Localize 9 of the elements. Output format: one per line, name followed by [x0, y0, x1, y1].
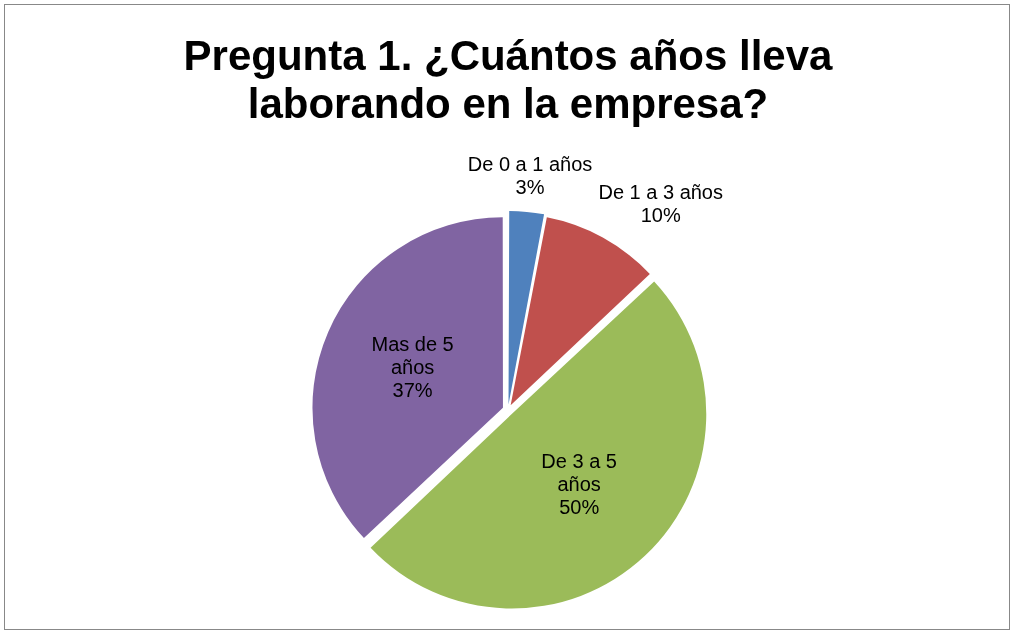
data-label: 37%	[392, 379, 433, 402]
data-label: 3%	[515, 176, 545, 199]
slice-label: De 3 a 5 años	[541, 450, 617, 496]
slice-label: De 0 a 1 años	[467, 153, 593, 176]
chart-title: Pregunta 1. ¿Cuántos años lleva laborando en la empresa?	[182, 32, 834, 128]
data-label: 50%	[559, 496, 600, 519]
data-label: 10%	[640, 203, 681, 226]
slice-label: De 1 a 3 años	[598, 180, 723, 203]
slice-label: Mas de 5 años	[371, 333, 454, 379]
